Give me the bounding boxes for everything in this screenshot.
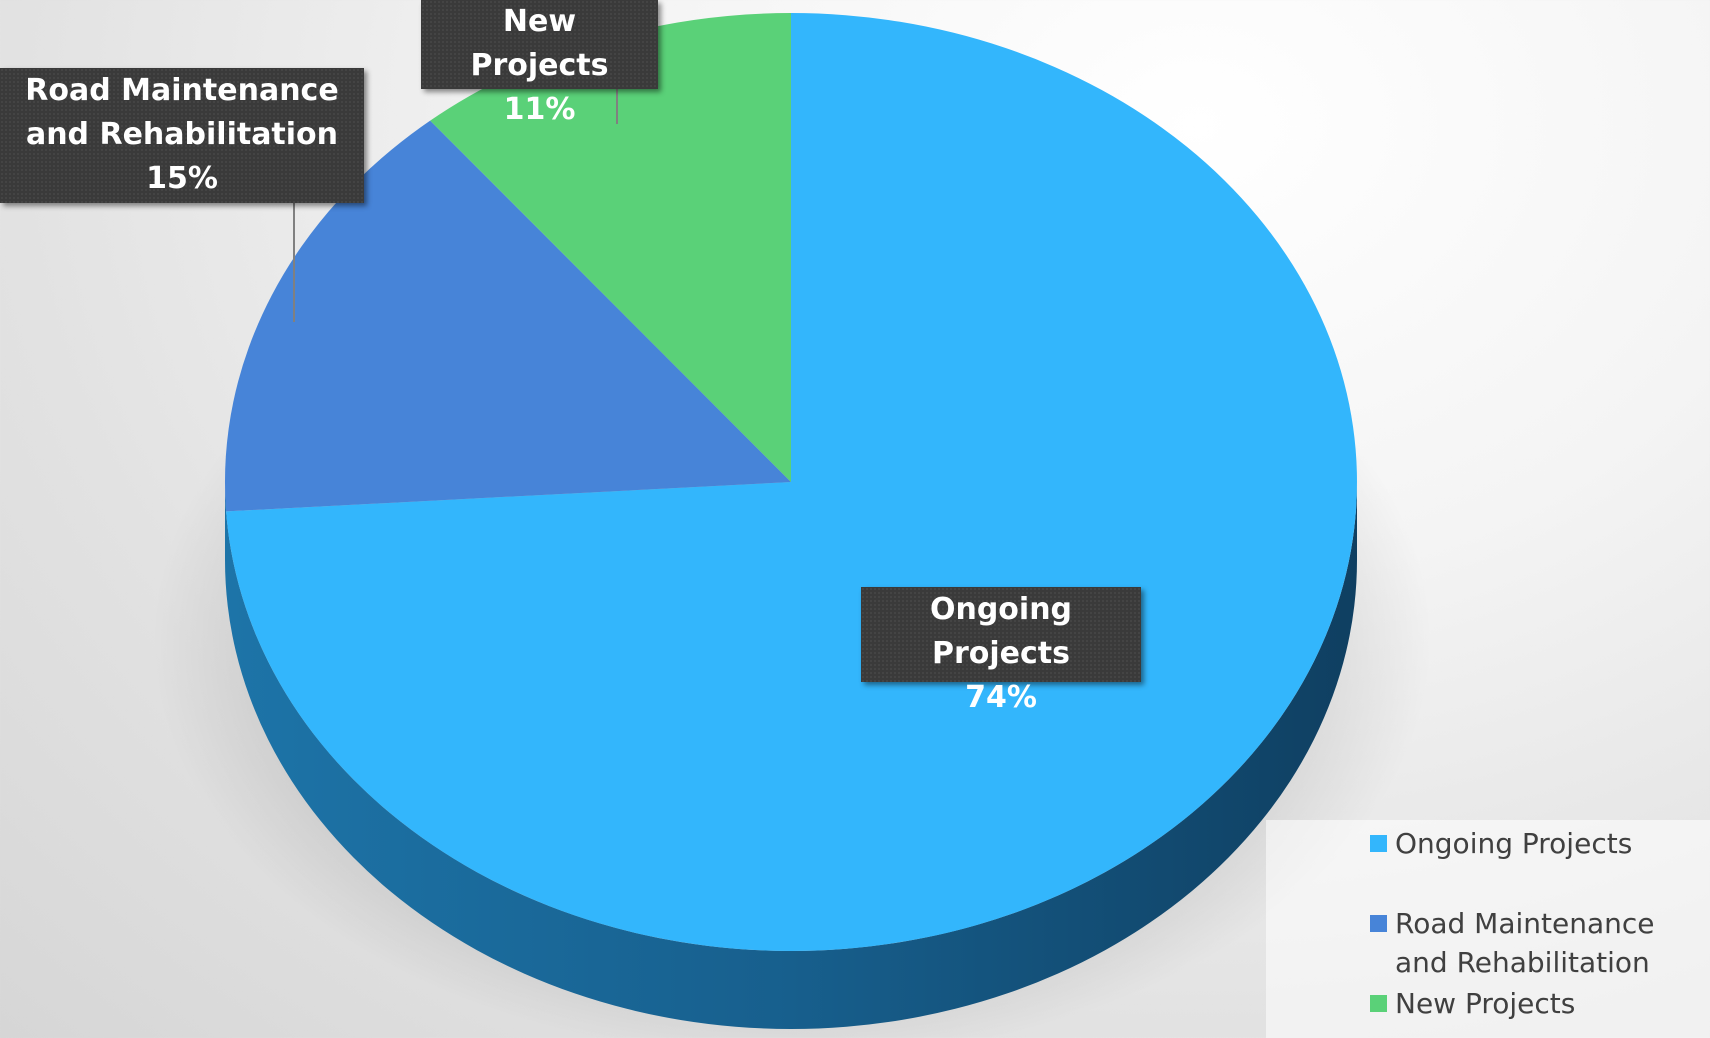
pie-slice-road-maintenance-and-rehabilitation — [224, 120, 791, 512]
data-label-name: New Projects — [470, 4, 609, 83]
pie-side-wall — [225, 482, 1357, 1029]
legend-swatch — [1370, 915, 1387, 932]
data-label-new-projects: New Projects 11% — [421, 0, 658, 127]
legend-item-road-maintenance: Road Maintenance and Rehabilitation — [1370, 904, 1710, 982]
legend-swatch — [1370, 835, 1387, 852]
data-label-value: 15% — [146, 161, 218, 196]
legend-label: New Projects — [1395, 987, 1576, 1020]
data-label-name: Road Maintenance and Rehabilitation — [25, 73, 339, 152]
legend-swatch — [1370, 995, 1387, 1012]
pie-slice-new-projects — [430, 12, 791, 482]
data-label-name: Ongoing Projects — [929, 592, 1073, 671]
data-label-road-maintenance: Road Maintenance and Rehabilitation 15% — [0, 68, 364, 203]
legend-item-ongoing-projects: Ongoing Projects — [1370, 824, 1710, 863]
pie-slice-ongoing-projects — [226, 13, 1357, 951]
legend-item-new-projects: New Projects — [1370, 984, 1710, 1023]
legend-label: Road Maintenance and Rehabilitation — [1395, 907, 1655, 979]
data-label-value: 11% — [503, 92, 576, 127]
data-label-ongoing-projects: Ongoing Projects 74% — [861, 587, 1141, 715]
data-label-value: 74% — [965, 680, 1037, 715]
chart-legend: Ongoing Projects Road Maintenance and Re… — [1266, 820, 1710, 1038]
legend-label: Ongoing Projects — [1395, 827, 1633, 860]
